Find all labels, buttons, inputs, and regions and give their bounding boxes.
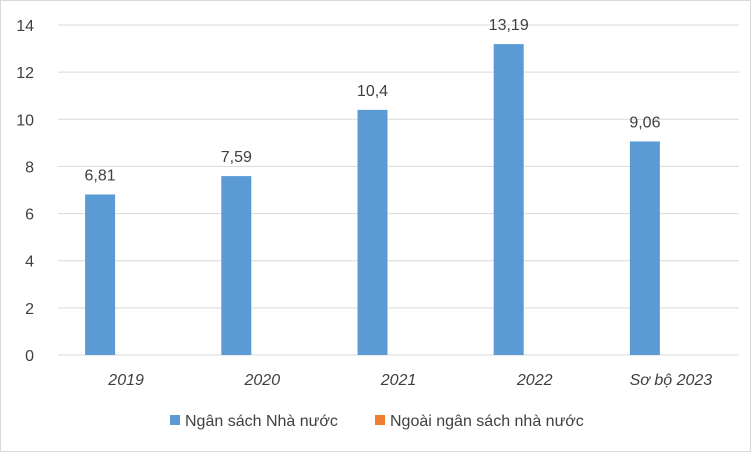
gridlines: [58, 24, 739, 356]
data-label: 10,4: [357, 83, 388, 100]
y-tick-label: 12: [16, 65, 34, 82]
bar-2022: [493, 44, 524, 355]
y-tick-label: 0: [25, 348, 34, 365]
y-tick-label: 10: [16, 112, 34, 129]
bars: [85, 44, 660, 355]
legend-label: Ngoài ngân sách nhà nước: [390, 413, 584, 430]
bar-2020: [221, 176, 252, 355]
x-axis-categories: 2019 2020 2021 2022 Sơ bộ 2023: [107, 372, 712, 389]
x-category-label: 2021: [380, 372, 417, 389]
bar-Sơ-bộ-2023: [629, 141, 660, 355]
x-category-label: 2022: [516, 372, 553, 389]
x-category-label: 2019: [107, 372, 144, 389]
legend-swatch-0: [170, 415, 180, 425]
legend-label: Ngân sách Nhà nước: [185, 413, 338, 430]
y-tick-label: 8: [25, 159, 34, 176]
data-labels: 6,81 7,59 10,4 13,19 9,06: [85, 17, 661, 184]
y-tick-label: 4: [25, 254, 34, 271]
y-axis-ticks: 0 2 4 6 8 10 12 14: [16, 18, 34, 365]
data-label: 13,19: [489, 17, 529, 34]
data-label: 9,06: [629, 114, 660, 131]
y-tick-label: 2: [25, 301, 34, 318]
y-tick-label: 14: [16, 18, 34, 35]
bar-2021: [357, 109, 388, 355]
x-category-label: 2020: [244, 372, 281, 389]
legend-swatch-1: [375, 415, 385, 425]
data-label: 7,59: [221, 149, 252, 166]
bar-2019: [85, 194, 116, 355]
y-tick-label: 6: [25, 207, 34, 224]
data-label: 6,81: [85, 167, 116, 184]
legend: Ngân sách Nhà nước Ngoài ngân sách nhà nư…: [170, 413, 584, 430]
x-category-label: Sơ bộ 2023: [630, 372, 713, 389]
